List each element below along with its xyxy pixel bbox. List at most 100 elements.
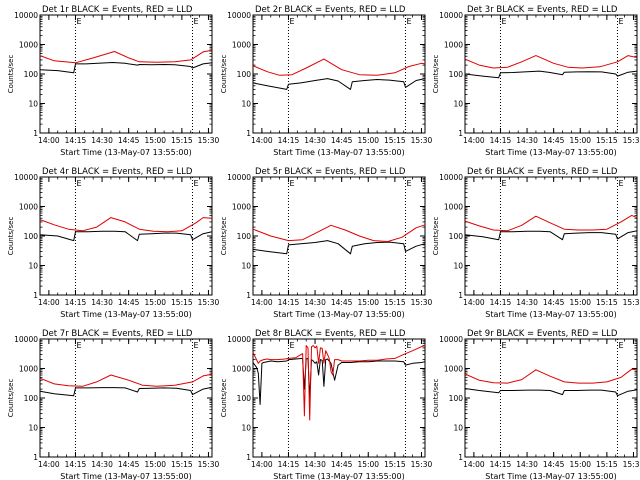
y-tick-label: 1000 (444, 41, 463, 50)
y-tick-label: 1 (33, 453, 38, 462)
y-axis-label: Counts/sec (432, 217, 440, 256)
y-axis-label: Counts/sec (432, 379, 440, 418)
x-tick-label: 15:15 (384, 298, 406, 307)
chart-title: Det 7r BLACK = Events, RED = LLD (42, 329, 193, 339)
y-tick-label: 100 (449, 70, 464, 79)
y-axis-label: Counts/sec (7, 217, 15, 256)
x-tick-label: 14:30 (516, 136, 538, 145)
y-tick-label: 1000 (19, 365, 38, 374)
x-tick-label: 15:00 (144, 136, 166, 145)
lld-series-line (252, 58, 426, 76)
plot-frame (39, 338, 213, 458)
y-tick-label: 100 (237, 394, 252, 403)
x-tick-label: 14:15 (490, 298, 512, 307)
plot-frame (39, 14, 213, 134)
x-axis-label: Start Time (13-May-07 13:55:00) (60, 148, 191, 157)
y-tick-label: 10000 (14, 335, 38, 344)
y-tick-label: 100 (24, 394, 39, 403)
chart-title: Det 9r BLACK = Events, RED = LLD (467, 329, 618, 339)
x-tick-label: 14:00 (463, 298, 485, 307)
x-tick-label: 14:45 (331, 298, 353, 307)
x-tick-label: 14:15 (278, 136, 300, 145)
x-axis-label: Start Time (13-May-07 13:55:00) (273, 310, 404, 319)
y-axis-label: Counts/sec (220, 217, 228, 256)
chart-title: Det 3r BLACK = Events, RED = LLD (467, 5, 618, 15)
y-tick-label: 1 (246, 129, 251, 138)
x-tick-label: 15:00 (569, 460, 591, 469)
events-series-line (252, 240, 426, 255)
saa-marker-label: E (289, 341, 294, 350)
x-axis-label: Start Time (13-May-07 13:55:00) (485, 310, 616, 319)
x-tick-label: 14:15 (65, 136, 87, 145)
y-tick-label: 10000 (227, 173, 251, 182)
events-series-line (39, 62, 213, 74)
x-tick-label: 14:30 (304, 136, 326, 145)
x-tick-label: 14:30 (91, 460, 113, 469)
saa-marker-label: E (618, 17, 623, 26)
y-tick-label: 1000 (232, 365, 251, 374)
x-tick-label: 15:30 (623, 460, 640, 469)
chart-panel: Det 3r BLACK = Events, RED = LLD Counts/s… (432, 5, 640, 157)
x-tick-label: 14:45 (331, 460, 353, 469)
x-tick-label: 15:00 (357, 460, 379, 469)
y-tick-label: 100 (237, 70, 252, 79)
y-tick-label: 10000 (439, 11, 463, 20)
x-tick-label: 14:00 (251, 298, 273, 307)
x-tick-label: 14:00 (251, 136, 273, 145)
x-tick-label: 14:00 (38, 136, 60, 145)
x-tick-label: 14:45 (118, 298, 140, 307)
lld-series-line (39, 49, 213, 64)
y-tick-label: 1000 (19, 41, 38, 50)
x-tick-label: 15:30 (623, 136, 640, 145)
x-tick-label: 15:15 (171, 460, 193, 469)
x-tick-label: 14:30 (91, 298, 113, 307)
x-tick-label: 15:15 (596, 298, 618, 307)
x-tick-label: 15:30 (411, 460, 433, 469)
y-tick-label: 10000 (439, 335, 463, 344)
y-tick-label: 1000 (19, 203, 38, 212)
y-tick-label: 1000 (232, 203, 251, 212)
x-tick-label: 14:30 (91, 136, 113, 145)
saa-marker-label: E (76, 179, 81, 188)
x-tick-label: 15:30 (411, 298, 433, 307)
y-axis-label: Counts/sec (220, 55, 228, 94)
saa-marker-label: E (501, 179, 506, 188)
x-tick-label: 14:15 (65, 460, 87, 469)
x-tick-label: 14:00 (251, 460, 273, 469)
x-tick-label: 15:15 (596, 460, 618, 469)
events-series-line (464, 70, 638, 79)
saa-marker-label: E (289, 17, 294, 26)
events-series-line (252, 357, 426, 405)
y-axis-label: Counts/sec (220, 379, 228, 418)
lld-series-line (464, 368, 638, 384)
x-axis-label: Start Time (13-May-07 13:55:00) (60, 310, 191, 319)
x-tick-label: 14:15 (490, 136, 512, 145)
y-tick-label: 1 (458, 129, 463, 138)
saa-marker-label: E (76, 17, 81, 26)
events-series-line (464, 230, 638, 241)
y-tick-label: 100 (24, 70, 39, 79)
y-tick-label: 10000 (439, 173, 463, 182)
plot-frame (252, 14, 426, 134)
x-tick-label: 15:30 (198, 136, 220, 145)
x-axis-label: Start Time (13-May-07 13:55:00) (60, 472, 191, 480)
lld-series-line (464, 214, 638, 232)
events-series-line (252, 78, 426, 90)
chart-panel: Det 6r BLACK = Events, RED = LLD Counts/s… (432, 167, 640, 319)
y-axis-label: Counts/sec (7, 379, 15, 418)
lld-series-line (39, 217, 213, 233)
y-tick-label: 10 (453, 100, 463, 109)
y-tick-label: 1 (458, 291, 463, 300)
x-tick-label: 14:15 (278, 298, 300, 307)
x-tick-label: 14:45 (543, 136, 565, 145)
chart-panel: Det 1r BLACK = Events, RED = LLD Counts/s… (7, 5, 219, 157)
lld-series-line (252, 345, 426, 421)
x-tick-label: 15:30 (198, 298, 220, 307)
events-series-line (39, 230, 213, 242)
x-tick-label: 14:00 (463, 460, 485, 469)
y-tick-label: 10000 (227, 11, 251, 20)
chart-title: Det 2r BLACK = Events, RED = LLD (255, 5, 406, 15)
y-tick-label: 100 (237, 232, 252, 241)
y-axis-label: Counts/sec (432, 55, 440, 94)
saa-marker-label: E (618, 341, 623, 350)
